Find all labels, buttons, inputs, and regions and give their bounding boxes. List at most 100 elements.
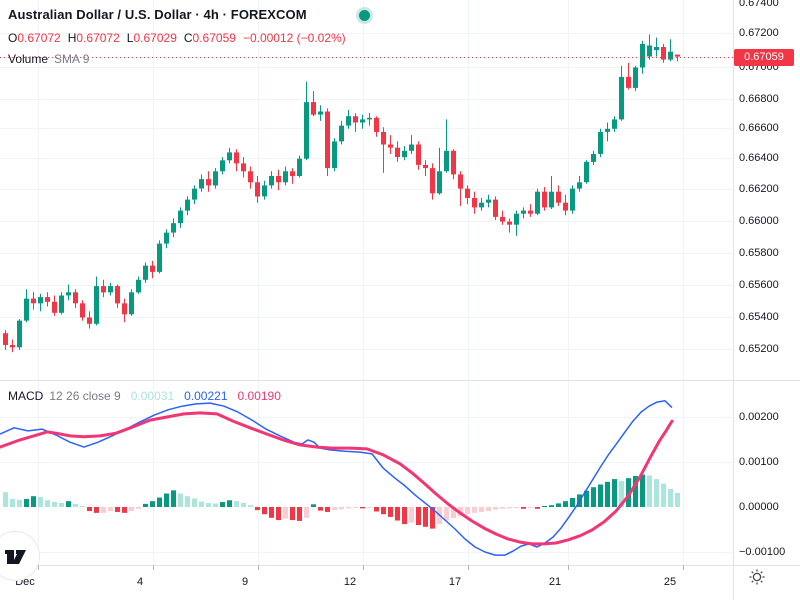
macd-histogram-bar xyxy=(311,504,316,507)
macd-histogram-bar xyxy=(325,507,330,512)
candle-body xyxy=(388,144,393,148)
macd-histogram-bar xyxy=(255,507,260,511)
macd-histogram-bar xyxy=(283,507,288,519)
candle-body xyxy=(416,144,421,165)
candle-body xyxy=(437,171,442,194)
candle-body xyxy=(353,116,358,123)
macd-histogram-bar xyxy=(619,480,624,507)
macd-histogram-bar xyxy=(213,503,218,507)
candle-body xyxy=(87,317,92,324)
candle-body xyxy=(563,202,568,211)
macd-histogram-bar xyxy=(570,498,575,507)
macd-histogram-bar xyxy=(668,489,673,507)
candle-body xyxy=(115,286,120,304)
candle-body xyxy=(332,141,337,169)
macd-histogram-bar xyxy=(10,498,15,507)
candle-body xyxy=(276,176,281,183)
candle-body xyxy=(654,47,659,51)
macd-histogram-bar xyxy=(297,507,302,521)
macd-histogram-bar xyxy=(381,507,386,515)
symbol-title[interactable]: Australian Dollar / U.S. Dollar · 4h · F… xyxy=(8,7,307,22)
macd-histogram-bar xyxy=(66,501,71,507)
macd-histogram-bar xyxy=(262,507,267,515)
candle-body xyxy=(192,188,197,200)
candle-body xyxy=(220,160,225,172)
candle-body xyxy=(381,131,386,145)
macd-histogram-bar xyxy=(367,507,372,508)
macd-line-value: 0.00221 xyxy=(184,389,228,403)
time-axis-label: 17 xyxy=(448,576,462,588)
macd-histogram-bar xyxy=(24,498,29,507)
macd-histogram-bar xyxy=(395,507,400,521)
macd-histogram-bar xyxy=(220,502,225,507)
macd-histogram-bar xyxy=(584,490,589,507)
time-axis-label: 25 xyxy=(663,576,677,588)
macd-histogram-bar xyxy=(507,507,512,509)
price-axis-label: 0.65800 xyxy=(739,247,779,259)
macd-histogram-bar xyxy=(87,507,92,512)
macd-histogram-bar xyxy=(122,507,127,513)
candle-body xyxy=(227,152,232,161)
macd-label[interactable]: MACD xyxy=(8,389,44,403)
tradingview-logo-icon[interactable] xyxy=(0,531,40,581)
macd-histogram-bar xyxy=(115,507,120,512)
candle-body xyxy=(500,216,505,222)
candle-body xyxy=(479,202,484,208)
macd-histogram-bar xyxy=(332,507,337,511)
price-axis-label: 0.66000 xyxy=(739,215,779,227)
candle-body xyxy=(255,182,260,197)
macd-axis-label: −0.00100 xyxy=(739,546,786,558)
macd-histogram-bar xyxy=(374,507,379,512)
candle-body xyxy=(458,174,463,189)
macd-histogram-bar xyxy=(423,507,428,527)
candle-body xyxy=(171,223,176,233)
macd-signal-value: 0.00190 xyxy=(237,389,281,403)
change-value: −0.00012 (−0.02%) xyxy=(242,31,346,45)
macd-histogram-bar xyxy=(38,497,43,507)
candle-body xyxy=(619,76,624,120)
macd-histogram-bar xyxy=(486,507,491,512)
macd-histogram-bar xyxy=(563,501,568,507)
candle-body xyxy=(325,111,330,169)
time-axis-label: 4 xyxy=(136,576,144,588)
macd-histogram-bar xyxy=(199,501,204,507)
price-axis-label: 0.65200 xyxy=(739,343,779,355)
time-axis-label: 12 xyxy=(343,576,357,588)
candle-body xyxy=(633,67,638,88)
macd-histogram-bar xyxy=(612,479,617,507)
macd-histogram-bar xyxy=(430,507,435,529)
macd-axis-label: 0.00200 xyxy=(739,411,779,423)
candle-body xyxy=(605,128,610,132)
macd-histogram-bar xyxy=(164,493,169,507)
sun-icon[interactable] xyxy=(747,567,767,587)
price-axis-label: 0.65400 xyxy=(739,311,779,323)
market-status-dot xyxy=(359,10,370,21)
macd-histogram-bar xyxy=(227,500,232,507)
candle-body xyxy=(374,117,379,132)
candle-body xyxy=(59,295,64,313)
macd-histogram-bar xyxy=(598,484,603,507)
macd-histogram-bar xyxy=(80,506,85,507)
macd-histogram-bar xyxy=(549,505,554,507)
macd-histogram-bar xyxy=(31,496,36,507)
macd-histogram-bar xyxy=(633,475,638,507)
candle-body xyxy=(430,168,435,194)
candle-body xyxy=(10,345,15,348)
macd-histogram-bar xyxy=(248,505,253,507)
price-axis-label: 0.67200 xyxy=(739,27,779,39)
macd-histogram-bar xyxy=(472,507,477,513)
candle-body xyxy=(213,171,218,186)
candle-body xyxy=(24,298,29,321)
candle-body xyxy=(66,292,71,296)
price-axis-label: 0.65600 xyxy=(739,279,779,291)
macd-histogram-bar xyxy=(514,507,519,508)
candle-body xyxy=(52,301,57,313)
candle-body xyxy=(591,154,596,162)
volume-label[interactable]: Volume xyxy=(8,52,49,66)
macd-histogram-bar xyxy=(654,479,659,507)
macd-histogram-bar xyxy=(45,500,50,507)
macd-histogram-bar xyxy=(591,487,596,507)
candle-body xyxy=(493,199,498,217)
macd-histogram-bar xyxy=(521,507,526,509)
